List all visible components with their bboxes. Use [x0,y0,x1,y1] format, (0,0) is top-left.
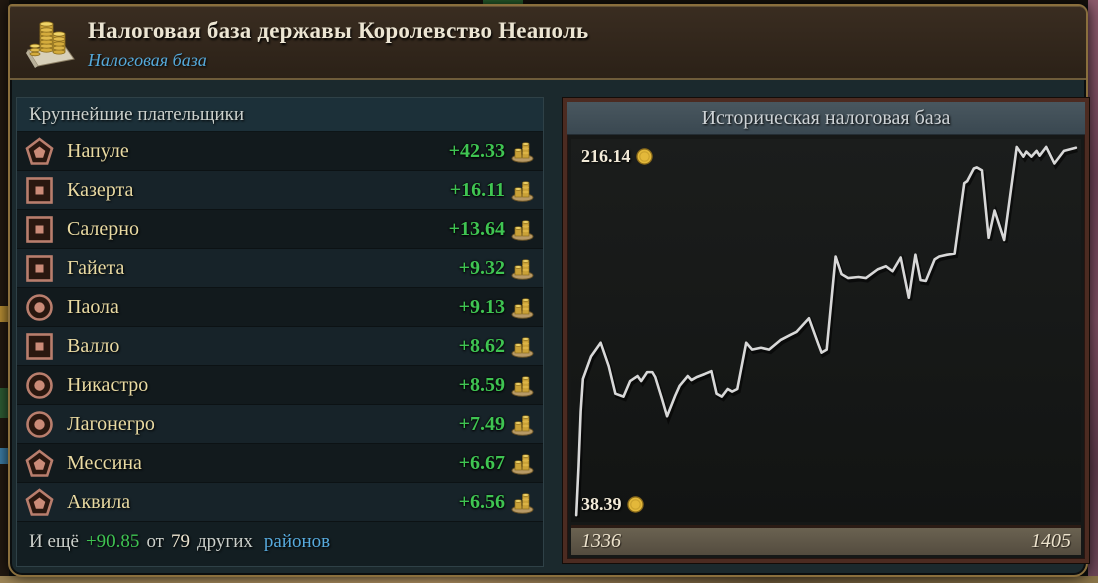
barony-square-icon [26,176,53,204]
table-row[interactable]: Лагонегро +7.49 [17,405,543,444]
payer-tax-value: +16.11 [449,178,505,201]
table-row[interactable]: Напуле +42.33 [17,132,543,171]
chart-max-value: 216.14 [581,146,631,166]
coin-stack-icon [511,336,534,358]
city-pentagon-icon [25,136,54,165]
coin-stack-icon [511,375,534,397]
payer-name: Паола [67,295,119,318]
chart-min-label: 38.39 [581,494,644,515]
footer-middle2: других [197,531,253,552]
chart-x-axis: 1336 1405 [571,525,1081,555]
background-ui-fragment [483,0,523,5]
background-ui-fragment [0,388,9,418]
gold-coin-icon [626,496,644,513]
historical-tax-chart-panel: Историческая налоговая база 216.14 [562,97,1090,564]
table-row[interactable]: Никастро +8.59 [17,366,543,405]
payer-tax-value: +6.56 [458,490,505,513]
background-map-sliver-right [1088,0,1098,583]
tax-base-window: Налоговая база державы Королевство Неапо… [8,4,1090,577]
payer-tax-value: +6.67 [458,451,505,474]
coin-stack-icon [511,453,534,475]
payers-footer: И ещё +90.85 от 79 других районов [17,522,543,562]
coin-stack-icon [511,297,534,319]
city-pentagon-icon [25,448,54,477]
payer-name: Валло [67,334,120,357]
barony-square-icon [26,215,53,243]
payer-list: Напуле +42.33 Казерта +16.11 [17,132,543,522]
chart-title: Историческая налоговая база [567,102,1085,135]
axis-year-start: 1336 [581,530,621,552]
gold-coins-icon [26,21,75,68]
holding-circle-icon [26,410,53,438]
payer-tax-value: +13.64 [448,217,505,240]
tax-line-chart [571,139,1081,522]
window-header: Налоговая база державы Королевство Неапо… [10,6,1086,80]
table-row[interactable]: Салерно +13.64 [17,210,543,249]
chart-min-value: 38.39 [581,494,622,514]
background-map-sliver-top [0,0,1098,5]
top-payers-panel: Крупнейшие плательщики Напуле +42.33 [16,97,544,567]
background-ui-fragment [0,448,9,464]
chart-frame: Историческая налоговая база 216.14 [563,98,1089,563]
payer-name: Мессина [67,451,142,474]
coin-stack-icon [511,180,534,202]
payer-name: Гайета [67,256,125,279]
payers-panel-title: Крупнейшие плательщики [17,98,543,132]
chart-area: 216.14 38.39 [571,139,1081,522]
payer-tax-value: +7.49 [458,412,505,435]
table-row[interactable]: Валло +8.62 [17,327,543,366]
payer-tax-value: +9.32 [458,256,505,279]
payer-name: Салерно [67,217,139,240]
coin-stack-icon [511,219,534,241]
table-row[interactable]: Казерта +16.11 [17,171,543,210]
payer-tax-value: +9.13 [458,295,505,318]
background-map-sliver-bottom [0,576,1098,583]
coin-stack-icon [511,141,534,163]
districts-link[interactable]: районов [263,531,331,552]
footer-middle: от [146,531,164,552]
background-ui-fragment [0,306,9,322]
table-row[interactable]: Гайета +9.32 [17,249,543,288]
holding-circle-icon [26,371,53,399]
table-row[interactable]: Аквила +6.56 [17,483,543,522]
footer-count: 79 [171,531,190,552]
footer-prefix: И ещё [29,531,79,552]
table-row[interactable]: Мессина +6.67 [17,444,543,483]
chart-max-label: 216.14 [581,146,653,167]
background-map-sliver-left [0,0,9,583]
barony-square-icon [26,254,53,282]
coin-stack-icon [511,414,534,436]
city-pentagon-icon [25,487,54,516]
payer-name: Напуле [67,139,129,162]
page-title: Налоговая база державы Королевство Неапо… [88,18,589,43]
coin-stack-icon [511,258,534,280]
axis-year-end: 1405 [1031,530,1071,552]
payer-name: Лагонегро [67,412,155,435]
gold-coin-icon [635,148,653,165]
coin-stack-icon [511,492,534,514]
payer-tax-value: +8.59 [458,373,505,396]
page-subtitle: Налоговая база [88,50,207,70]
payer-tax-value: +42.33 [448,139,505,162]
barony-square-icon [26,332,53,360]
table-row[interactable]: Паола +9.13 [17,288,543,327]
payer-name: Казерта [67,178,134,201]
payer-name: Аквила [67,490,131,513]
payer-tax-value: +8.62 [458,334,505,357]
payer-name: Никастро [67,373,149,396]
holding-circle-icon [26,293,53,321]
footer-remaining-value: +90.85 [85,531,140,552]
